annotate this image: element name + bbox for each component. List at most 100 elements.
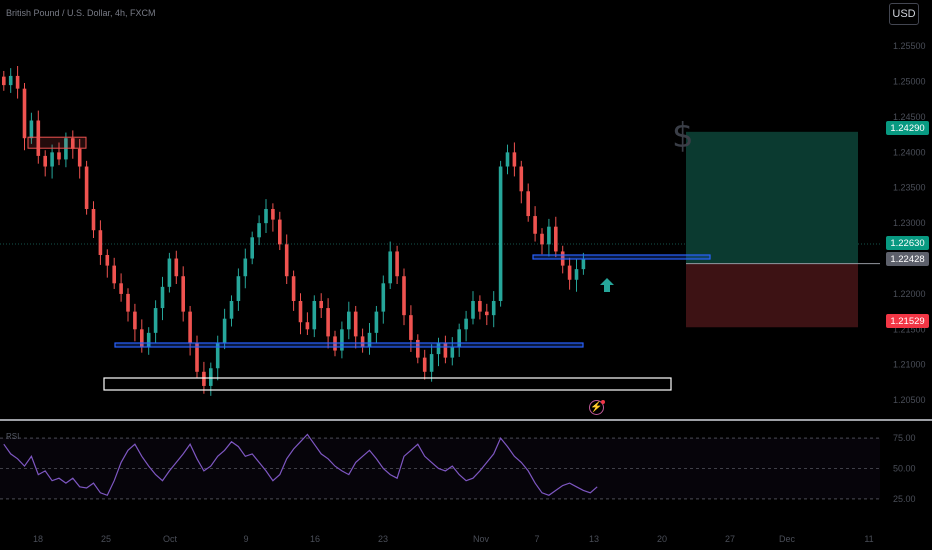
candle-body [485,311,489,316]
candle-body [243,258,248,277]
candle-body [381,283,386,312]
time-axis[interactable]: 18 25 Oct 9 16 23 Nov 7 13 20 27 Dec 11 [33,534,874,544]
candle-body [133,311,137,330]
candle-body [471,300,475,319]
candle-body [443,343,448,358]
candle-body [112,265,116,284]
candle-body [581,258,586,270]
candle-body [533,216,537,234]
candle-body [457,329,461,348]
stop-price-label: 1.21529 [886,314,929,328]
candle-body [374,311,379,333]
candle-body [271,208,275,220]
target-zone [686,131,858,264]
candle-body [84,166,89,209]
price-tick-label: 1.21000 [893,360,926,370]
candle-body [505,152,510,167]
candle-body [491,300,496,316]
rsi-level-label: 25.00 [893,494,916,504]
rsi-pane: 75.00 50.00 25.00 [0,433,916,504]
candle-body [195,343,199,372]
price-tick-label: 1.20500 [893,395,926,405]
candle-body [388,251,392,284]
candle-body [257,223,261,238]
candle-body [360,336,365,348]
candle-body [353,311,358,337]
candle-body [71,138,75,149]
candle-body [50,152,54,167]
candle-body [284,244,289,277]
price-scale[interactable]: 1.25500 1.25000 1.24500 1.24000 1.23500 1.230… [893,41,926,405]
candle-body [126,293,130,312]
retest-box [532,254,711,260]
rsi-level-label: 75.00 [893,433,916,443]
candle-body [36,120,41,156]
candle-body [91,208,96,231]
candle-body [209,368,213,386]
drawn-levels[interactable] [27,136,711,391]
price-tick-label: 1.24000 [893,147,926,157]
time-label: 9 [243,534,248,544]
candle-body [153,308,158,333]
candle-body [167,258,172,287]
candle-body [2,76,6,86]
candle-body [409,315,413,340]
candle-body [188,311,192,344]
candle-body [140,329,144,348]
price-tick-label: 1.25500 [893,41,926,51]
candlestick-series [2,66,586,396]
candle-body [222,318,227,344]
candle-body [43,155,47,167]
candle-body [326,308,330,337]
candle-body [429,354,434,372]
time-label: 23 [378,534,388,544]
candle-body [319,300,323,309]
position-zones [686,131,880,328]
candle-body [278,219,282,245]
candle-body [436,343,441,355]
candle-body [367,332,372,348]
current-price-label: 1.22630 [886,236,929,250]
candle-body [416,339,420,358]
price-tick-label: 1.22000 [893,289,926,299]
time-label: 25 [101,534,111,544]
lightning-icon[interactable]: ⚡ [589,400,604,415]
time-label: 18 [33,534,43,544]
candle-body [29,120,34,139]
candle-body [305,322,310,330]
event-dot [601,400,605,404]
chart-grid [0,243,932,421]
rsi-level-label: 50.00 [893,464,916,474]
rsi-line [3,433,598,497]
candle-body [146,332,151,348]
price-tick-label: 1.23500 [893,183,926,193]
time-label: 13 [589,534,599,544]
support-mid-box [114,342,584,348]
candle-body [57,152,61,160]
candle-body [22,88,27,139]
candle-body [450,347,455,358]
arrow-up-icon [600,278,614,292]
resistance-box [27,136,87,149]
candle-body [77,148,82,167]
symbol-title: British Pound / U.S. Dollar, 4h, FXCM [6,8,156,18]
time-label: Dec [779,534,796,544]
candle-body [340,329,344,351]
price-tick-label: 1.24500 [893,112,926,122]
currency-button[interactable]: USD [889,3,919,25]
candle-body [567,265,572,280]
candle-body [181,276,185,312]
candle-body [395,251,399,277]
entry-price-label: 1.22428 [886,252,929,266]
candle-body [554,226,558,252]
candle-body [291,276,296,301]
candle-body [229,300,234,319]
candle-body [298,300,303,323]
time-label: 20 [657,534,667,544]
stop-zone [686,263,858,328]
candle-body [215,343,220,369]
time-label: Nov [473,534,490,544]
time-label: 27 [725,534,735,544]
candle-body [402,276,406,316]
